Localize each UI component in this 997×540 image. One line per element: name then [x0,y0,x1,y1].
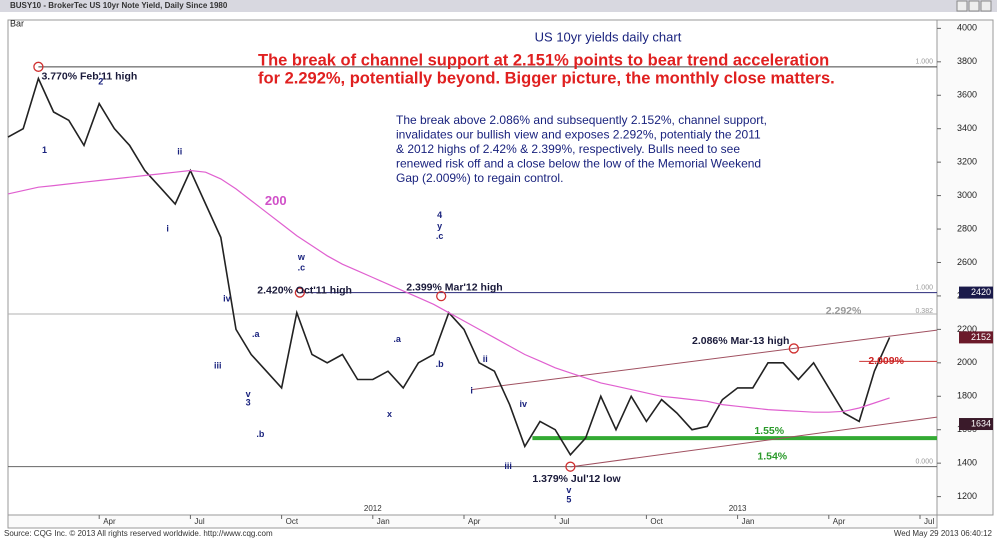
y-tick-label: 1400 [957,458,977,468]
minimize-button[interactable] [956,0,968,12]
wave-label: x [387,409,392,419]
high-low-marker [294,287,305,298]
price-tag-label: 2420 [971,287,991,297]
y-tick-label: 2600 [957,257,977,267]
wave-label: .a [252,329,261,339]
commentary: renewed risk off and a close below the l… [396,157,761,171]
wave-label: 5 [566,494,571,504]
annotation: 2.009% [868,355,904,367]
wave-label: 2 [98,76,103,86]
wave-label: .a [393,334,402,344]
x-tick-label: Apr [468,517,481,526]
price-tag [959,331,993,344]
commentary: & 2012 highs of 2.42% & 2.399%, respecti… [396,142,740,156]
x-tick-label: Apr [103,517,116,526]
wave-label: .b [436,359,445,369]
x-tick-label: Oct [650,517,663,526]
close-button[interactable] [980,0,992,12]
wave-label: 3 [246,397,251,407]
annotation: 2.399% Mar'12 high [406,281,502,293]
footer-timestamp: Wed May 29 2013 06:40:12 [894,529,993,538]
wave-label: .b [256,429,265,439]
fib-label: 0.000 [915,459,933,466]
wave-label: v [566,485,571,495]
y-tick-label: 1200 [957,491,977,501]
price-tag-label: 2152 [971,332,991,342]
trendline [471,329,938,391]
annotation: 1.54% [757,450,787,462]
fib-label: 1.000 [915,59,933,66]
fib-label: 1.000 [915,284,933,291]
y-tick-label: 3600 [957,90,977,100]
wave-label: v [246,389,251,399]
price-tag [959,418,993,431]
trendline [570,416,938,468]
high-low-marker [788,343,799,354]
year-label: 2013 [729,504,747,513]
headline: The break of channel support at 2.151% p… [258,51,829,69]
y-tick-label: 3000 [957,190,977,200]
wave-label: i [166,223,169,233]
wave-label: iv [520,399,528,409]
annotation: 1.379% Jul'12 low [532,473,621,485]
annotation: 200 [265,193,287,208]
y-tick-label: 1800 [957,391,977,401]
annotation: 3.770% Feb'11 high [41,71,137,83]
year-label: 2012 [364,504,382,513]
y-tick-label: 3200 [957,157,977,167]
wave-label: i [470,386,473,396]
annotation: 2.292% [826,305,862,317]
chart-style: Bar [10,18,24,28]
x-tick-label: Jan [377,517,390,526]
price-tag-label: 1634 [971,418,991,428]
x-tick-label: Jul [924,517,934,526]
annotation: 2.086% Mar-13 high [692,335,789,347]
maximize-button[interactable] [968,0,980,12]
y-tick-label: 3400 [957,123,977,133]
commentary: The break above 2.086% and subsequently … [396,113,767,127]
wave-label: ii [177,146,182,156]
y-tick-label: 2000 [957,357,977,367]
wave-label: iii [504,461,512,471]
commentary: Gap (2.009%) to regain control. [396,171,563,185]
wave-label: .c [436,231,444,241]
high-low-marker [565,461,576,472]
y-tick-label: 4000 [957,23,977,33]
annotation: 1.55% [754,425,784,437]
y-tick-label: 2800 [957,223,977,233]
price-axis [936,19,994,516]
footer-source: Source: CQG Inc. © 2013 All rights reser… [4,529,273,538]
wave-label: 1 [42,145,47,155]
wave-label: ii [483,354,488,364]
x-tick-label: Apr [833,517,846,526]
headline: for 2.292%, potentially beyond. Bigger p… [258,69,835,87]
wave-label: 4 [437,210,442,220]
y-tick-label: 3800 [957,56,977,66]
wave-label: .c [298,263,306,273]
price-tag [959,286,993,299]
wave-label: w [297,252,306,262]
high-low-marker [436,290,447,302]
x-tick-label: Jul [559,517,569,526]
chart-title: US 10yr yields daily chart [535,29,682,44]
x-tick-label: Jul [194,517,204,526]
window-title: BUSY10 - BrokerTec US 10yr Note Yield, D… [10,1,228,10]
title-bar [0,0,997,12]
annotation: 2.420% Oct'11 high [257,285,352,297]
time-axis [7,514,938,529]
x-tick-label: Oct [286,517,299,526]
wave-label: iii [214,361,222,371]
moving-average-line [7,169,890,413]
commentary: invalidates our bullish view and exposes… [396,128,761,142]
wave-label: iv [223,294,231,304]
wave-label: y [437,221,442,231]
x-tick-label: Jan [742,517,755,526]
fib-label: 0.382 [915,308,933,315]
y-tick-label: 2200 [957,324,977,334]
high-low-marker [33,61,44,72]
